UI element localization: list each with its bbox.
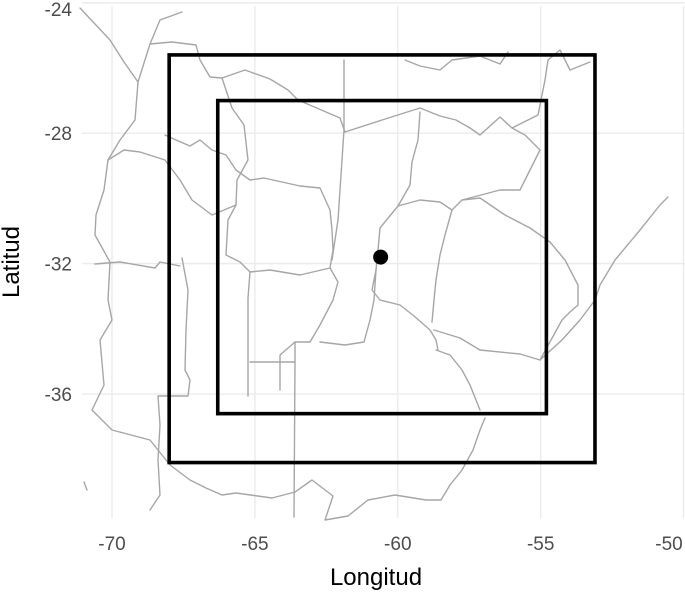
x-tick-label: -65 [241, 534, 268, 555]
y-tick-label: -28 [45, 124, 72, 145]
y-tick-label: -24 [45, 0, 73, 21]
border-line [371, 269, 439, 351]
x-tick-label: -55 [527, 534, 554, 555]
border-line [149, 257, 191, 511]
border-line [435, 349, 481, 411]
border-line [331, 59, 345, 261]
border-line [433, 197, 579, 361]
border-line [539, 196, 669, 361]
border-line [94, 261, 181, 269]
border-line [164, 134, 237, 171]
y-axis-title: Latitud [0, 226, 25, 298]
y-tick-label: -32 [45, 255, 72, 276]
x-tick-label: -70 [98, 534, 125, 555]
border-line [249, 341, 296, 363]
border-line [79, 7, 591, 136]
grid [82, 2, 685, 518]
y-axis-ticks: -24 -28 -32 -36 [45, 0, 73, 406]
location-point [373, 249, 389, 265]
political-borders [79, 7, 669, 521]
border-line [235, 169, 339, 391]
border-line [397, 199, 453, 323]
border-line [225, 204, 251, 397]
border-line [107, 77, 249, 216]
border-line [91, 81, 486, 521]
border-line [293, 361, 296, 518]
border-line [319, 111, 421, 346]
x-tick-label: -50 [655, 534, 682, 555]
border-line [249, 267, 331, 276]
border-line [451, 127, 541, 211]
border-line [83, 481, 88, 491]
x-tick-label: -60 [384, 534, 411, 555]
outer-box [167, 53, 597, 465]
x-axis-title: Longitud [330, 564, 422, 591]
border-line [404, 51, 509, 71]
x-axis-ticks: -70 -65 -60 -55 -50 [98, 534, 682, 555]
border-line [149, 11, 183, 45]
inner-box [215, 98, 549, 416]
y-tick-label: -36 [45, 385, 72, 406]
